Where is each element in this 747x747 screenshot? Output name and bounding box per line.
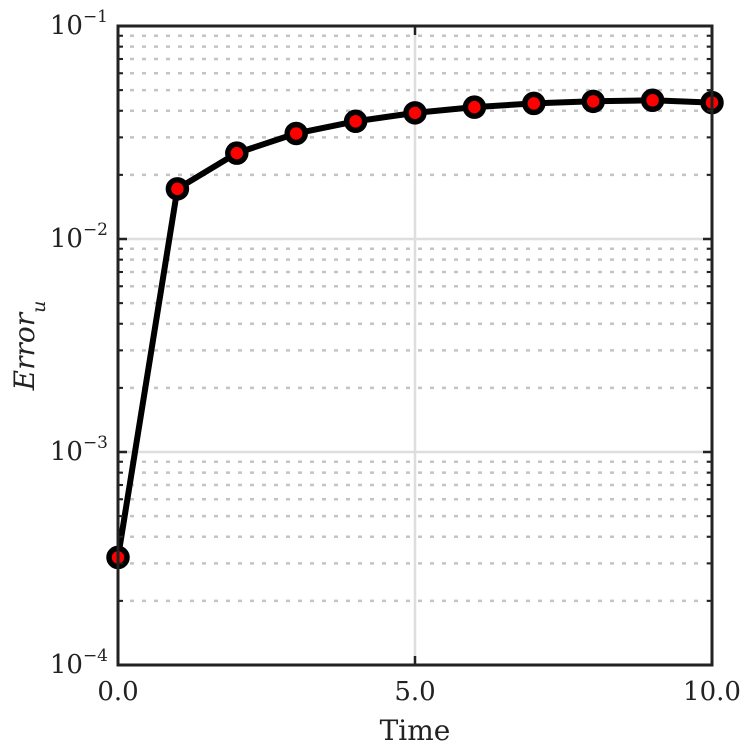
y-axis-title-subscript: u [28, 301, 50, 313]
data-point [165, 177, 190, 201]
series-layer [106, 88, 724, 570]
x-tick-label: 5.0 [394, 677, 435, 707]
x-tick-label: 10.0 [683, 677, 741, 707]
y-tick-label: 10−1 [50, 7, 108, 41]
y-tick-label-base: 10 [50, 224, 83, 254]
data-point [403, 101, 427, 125]
data-point [343, 109, 368, 134]
axis-ticks [116, 24, 714, 667]
y-tick-label-base: 10 [50, 650, 83, 680]
y-tick-label-base: 10 [50, 11, 83, 41]
data-point [225, 141, 249, 165]
tick-labels: 10−410−310−210−10.0 5.0 10.0 [50, 7, 741, 707]
data-point [581, 89, 605, 114]
data-point [640, 88, 665, 113]
y-tick-label-exponent: −3 [83, 433, 108, 453]
y-tick-label-exponent: −1 [83, 7, 108, 27]
y-tick-label-base: 10 [50, 437, 83, 467]
data-point [462, 95, 487, 119]
y-tick-label: 10−3 [50, 433, 108, 467]
data-point [522, 91, 546, 116]
y-tick-label: 10−2 [50, 220, 108, 254]
data-point [284, 121, 308, 146]
y-axis-title: Erroru [8, 301, 50, 392]
y-tick-label: 10−4 [50, 646, 108, 680]
x-axis-title: Time [380, 714, 451, 747]
y-tick-label-exponent: −2 [83, 220, 108, 240]
y-axis-title-main: Error [8, 311, 41, 391]
x-tick-label: 0.0 [97, 677, 138, 707]
y-tick-label-exponent: −4 [83, 646, 108, 666]
